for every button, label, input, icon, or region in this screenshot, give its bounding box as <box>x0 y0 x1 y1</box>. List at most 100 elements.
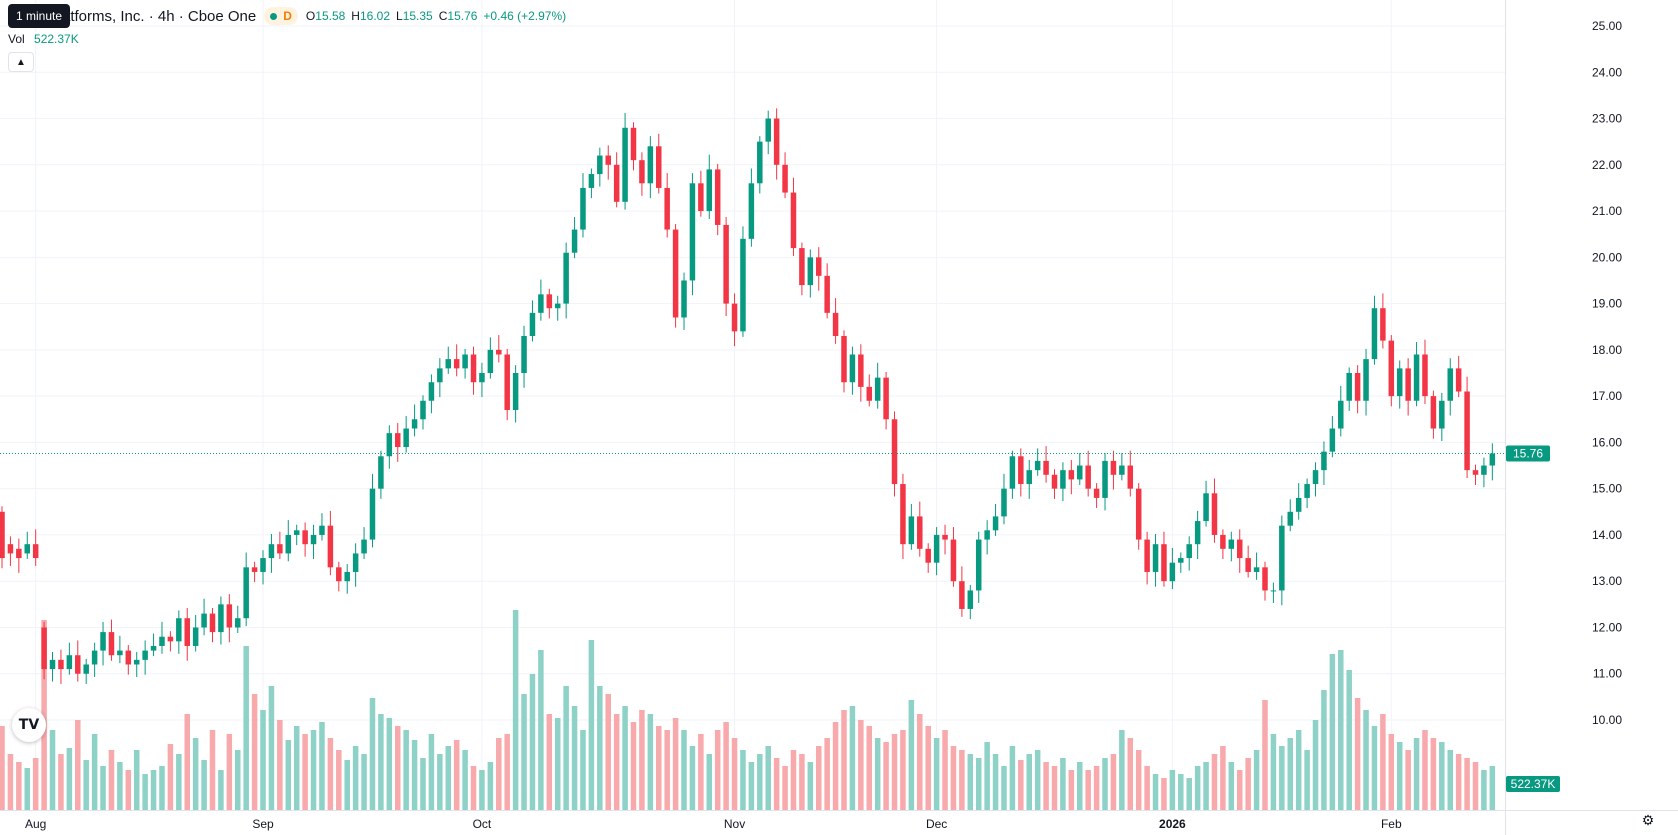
candle-body <box>538 294 544 313</box>
volume-bar <box>883 742 889 810</box>
volume-bar <box>1068 770 1075 810</box>
volume-bar <box>1110 754 1117 810</box>
volume-bar <box>437 754 443 810</box>
volume-bar <box>361 754 367 810</box>
volume-bar <box>1287 738 1294 810</box>
candle-body <box>681 280 687 318</box>
volume-bar <box>470 766 477 810</box>
candle-body <box>369 488 376 540</box>
candle-body <box>7 544 14 554</box>
open-value: 15.58 <box>315 9 346 23</box>
candle-body <box>546 294 553 309</box>
volume-bar <box>546 714 553 810</box>
volume-bars <box>0 610 1496 810</box>
candle-body <box>49 659 56 670</box>
tradingview-logo[interactable]: TV <box>12 708 46 742</box>
candle-body <box>874 377 881 401</box>
volume-bar <box>706 754 713 810</box>
candle-body <box>883 377 889 420</box>
candle-body <box>1169 562 1176 582</box>
candle-body <box>487 349 494 373</box>
volume-bar <box>689 746 696 810</box>
volume-bar <box>664 730 670 810</box>
candle-body <box>32 544 39 559</box>
volume-bar <box>521 694 527 810</box>
volume-bar <box>310 730 317 810</box>
candle-body <box>1363 359 1369 401</box>
volume-bar <box>1245 758 1251 810</box>
volume-bar <box>1413 738 1420 810</box>
volume-bar <box>1194 766 1201 810</box>
candle-body <box>1018 456 1024 485</box>
candle-body <box>807 257 814 286</box>
candle-body <box>1439 400 1445 429</box>
volume-bar <box>790 750 797 810</box>
candle-body <box>1455 368 1462 392</box>
candle-body <box>1472 470 1479 475</box>
volume-bar <box>1093 766 1100 810</box>
volume-bar <box>133 750 140 810</box>
volume-bar <box>1152 774 1159 810</box>
volume-bar <box>529 674 536 810</box>
volume-bar <box>0 726 5 810</box>
x-tick-label: Sep <box>252 817 274 831</box>
candle-body <box>1135 488 1142 540</box>
candle-body <box>150 645 157 651</box>
candle-body <box>142 650 148 660</box>
volume-bar <box>1051 766 1058 810</box>
volume-bar <box>176 754 182 810</box>
candle-body <box>1110 460 1117 475</box>
volume-value: 522.37K <box>34 32 79 46</box>
volume-bar <box>268 686 275 810</box>
volume-bar <box>1236 770 1243 810</box>
collapse-legend-button[interactable]: ▲ <box>8 52 34 72</box>
volume-marker-bg <box>1506 776 1560 792</box>
volume-marker-label: 522.37K <box>1511 777 1556 791</box>
volume-bar <box>319 722 325 810</box>
volume-bar <box>647 714 654 810</box>
volume-bar <box>428 734 435 810</box>
market-status-badge[interactable]: D <box>264 7 298 25</box>
candle-body <box>765 118 771 142</box>
volume-bar <box>538 650 544 810</box>
volume-bar <box>656 726 662 810</box>
candle-body <box>622 127 628 202</box>
candle-body <box>706 169 713 212</box>
candle-body <box>159 636 165 646</box>
y-tick-label: 11.00 <box>1593 667 1622 681</box>
market-open-dot-icon <box>270 12 278 20</box>
candle-body <box>1194 521 1201 545</box>
volume-bar <box>757 754 763 810</box>
candle-body <box>1489 453 1496 466</box>
volume-legend: Vol 522.37K <box>8 32 79 46</box>
symbol-title[interactable]: atforms, Inc. · 4h · Cboe One <box>8 8 256 25</box>
volume-bar <box>235 750 241 810</box>
x-tick-label: Oct <box>473 817 492 831</box>
candle-body <box>824 275 830 313</box>
price-change: +0.46 (+2.97%) <box>483 9 567 23</box>
candle-body <box>815 257 822 276</box>
candle-body <box>917 516 923 549</box>
candle-body <box>925 548 931 563</box>
candle-body <box>731 303 738 332</box>
volume-bar <box>327 738 334 810</box>
candle-body <box>336 567 342 582</box>
gear-icon[interactable]: ⚙ <box>1641 812 1655 828</box>
candle-body <box>235 618 241 628</box>
candle-body <box>1413 354 1420 401</box>
volume-bar <box>950 746 957 810</box>
volume-bar <box>841 710 847 810</box>
volume-bar <box>1228 762 1235 810</box>
volume-bar <box>622 706 628 810</box>
candle-body <box>251 567 258 572</box>
volume-bar <box>1211 754 1218 810</box>
volume-bar <box>1405 750 1411 810</box>
candle-body <box>83 664 89 674</box>
candle-body <box>133 659 140 665</box>
candle-body <box>1043 460 1049 475</box>
candle-body <box>201 613 207 628</box>
volume-bar <box>1161 778 1167 810</box>
volume-bar <box>445 746 452 810</box>
volume-bar <box>1018 760 1024 810</box>
